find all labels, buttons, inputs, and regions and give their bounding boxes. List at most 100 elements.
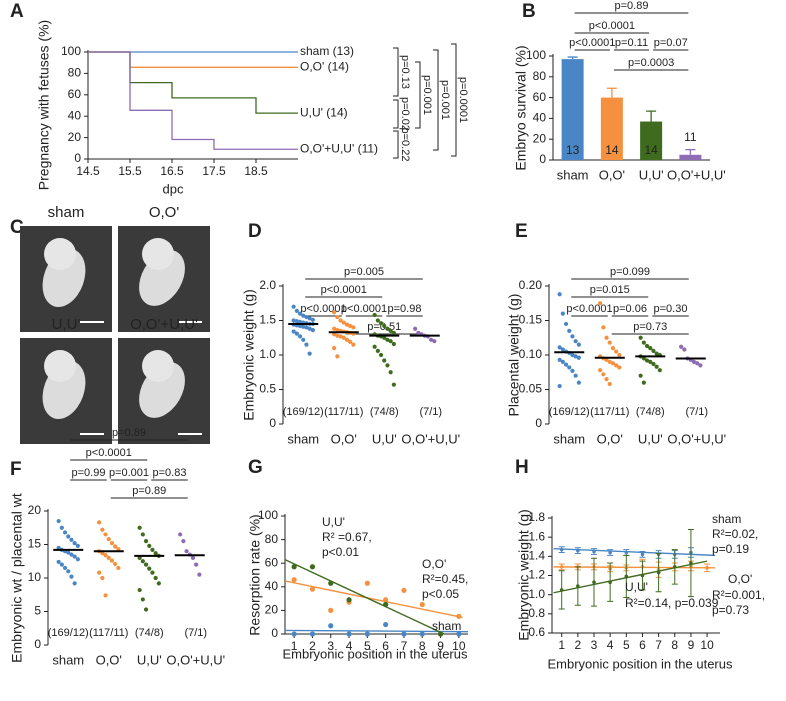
- data-point: [97, 520, 102, 525]
- y-tick-label: 40: [533, 111, 547, 125]
- x-tick-label: 2: [309, 639, 316, 653]
- trend-line: [553, 560, 708, 594]
- category-label: O,O': [597, 431, 623, 446]
- error-bar: [685, 148, 696, 155]
- data-point: [570, 368, 575, 373]
- category-label: sham: [287, 431, 319, 446]
- data-point: [617, 352, 622, 358]
- data-point: [178, 532, 183, 537]
- data-point: [641, 340, 646, 345]
- data-point: [614, 349, 619, 354]
- data-point: [383, 601, 389, 608]
- data-point: [301, 324, 306, 329]
- data-point: [106, 555, 111, 561]
- data-point: [181, 539, 186, 544]
- x-tick-label: 5: [623, 638, 630, 652]
- y-axis-label: Embryo survival (%): [513, 45, 529, 170]
- y-tick-label: 0.05: [519, 382, 543, 396]
- data-point: [691, 359, 697, 364]
- x-tick-label: 9: [437, 639, 444, 653]
- data-point: [385, 363, 390, 368]
- y-tick-label: 0: [539, 152, 546, 166]
- data-point: [194, 562, 199, 567]
- x-tick-label: 4: [607, 638, 614, 652]
- n-label: (7/1): [419, 406, 442, 418]
- y-tick-label: 0: [34, 637, 41, 651]
- data-point: [607, 359, 612, 364]
- data-point: [382, 335, 387, 340]
- y-tick-label: 10: [28, 570, 42, 584]
- bar: [600, 97, 623, 160]
- n-label: (7/1): [685, 406, 708, 418]
- n-label: (117/11): [89, 627, 128, 639]
- p-value: p=0.89: [132, 485, 166, 497]
- p-value: p=0.005: [344, 266, 384, 278]
- data-point: [348, 323, 353, 329]
- data-point: [567, 365, 572, 370]
- y-tick-label: 20: [28, 503, 42, 517]
- annotation: R²=0.001,: [712, 588, 765, 602]
- data-point: [137, 587, 142, 593]
- data-point: [672, 565, 677, 569]
- data-point: [291, 329, 296, 334]
- data-point: [348, 339, 353, 344]
- y-tick-label: 0.8: [528, 606, 545, 620]
- y-tick-label: 0: [271, 626, 278, 640]
- data-point: [657, 368, 662, 373]
- bar: [640, 121, 663, 160]
- data-point: [153, 551, 158, 556]
- bar: [561, 59, 584, 161]
- data-point: [644, 358, 650, 363]
- data-point: [385, 326, 390, 331]
- data-point: [651, 348, 656, 353]
- data-point: [383, 597, 389, 603]
- comparison-bracket: [451, 43, 457, 157]
- y-tick-label: 40: [265, 579, 279, 593]
- y-tick-label: 40: [68, 108, 82, 122]
- p-value: p=0.07: [654, 37, 688, 49]
- data-point: [638, 373, 643, 378]
- data-point: [610, 361, 616, 366]
- series-label: sham (13): [300, 44, 354, 58]
- panel-letter: D: [248, 221, 262, 242]
- data-point: [291, 304, 296, 309]
- annotation: p<0.01: [322, 545, 359, 559]
- x-axis-label: Embryonic position in the uterus: [283, 646, 468, 661]
- data-point: [437, 631, 444, 637]
- data-point: [382, 358, 387, 363]
- x-tick-label: 2: [575, 638, 582, 652]
- data-point: [291, 564, 297, 570]
- data-point: [328, 623, 334, 629]
- p-value: p<0.0001: [589, 20, 635, 32]
- annotation: R² =0.67,: [322, 530, 372, 544]
- data-point: [335, 354, 340, 359]
- data-point: [351, 342, 356, 347]
- category-label: O,O': [96, 652, 122, 667]
- data-point: [100, 527, 105, 532]
- image-label: O,O'+U,U': [130, 316, 198, 333]
- data-point: [378, 321, 384, 326]
- p-value: p=0.83: [153, 467, 187, 479]
- data-point: [297, 319, 303, 324]
- data-point: [559, 565, 564, 569]
- embryo-head: [44, 238, 76, 270]
- data-point: [651, 361, 656, 367]
- data-point: [654, 351, 659, 356]
- data-point: [72, 541, 77, 546]
- category-label: O,O': [331, 431, 357, 446]
- category-label: O,O': [599, 167, 625, 182]
- data-point: [304, 314, 309, 320]
- survival-line: [88, 51, 298, 150]
- annotation: O,O': [422, 557, 446, 571]
- data-point: [297, 323, 303, 329]
- panel-letter: E: [515, 221, 528, 242]
- x-tick-label: 7: [655, 638, 662, 652]
- data-point: [607, 340, 612, 345]
- data-point: [143, 539, 149, 544]
- p-value: p<0.0001: [566, 303, 612, 315]
- x-tick-label: 1: [291, 639, 298, 653]
- data-point: [560, 359, 565, 364]
- x-tick-label: 3: [327, 639, 334, 653]
- survival-line: [88, 51, 298, 68]
- x-axis-label: Embryonic position in the uterus: [548, 656, 733, 671]
